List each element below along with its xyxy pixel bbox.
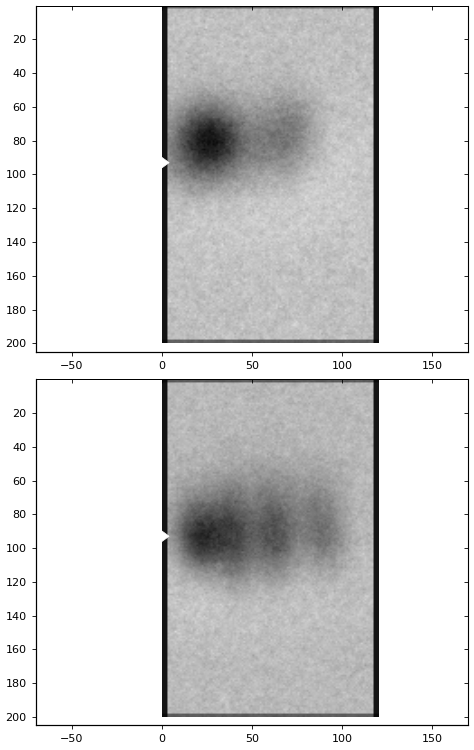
Polygon shape <box>153 151 169 175</box>
Polygon shape <box>153 524 169 548</box>
